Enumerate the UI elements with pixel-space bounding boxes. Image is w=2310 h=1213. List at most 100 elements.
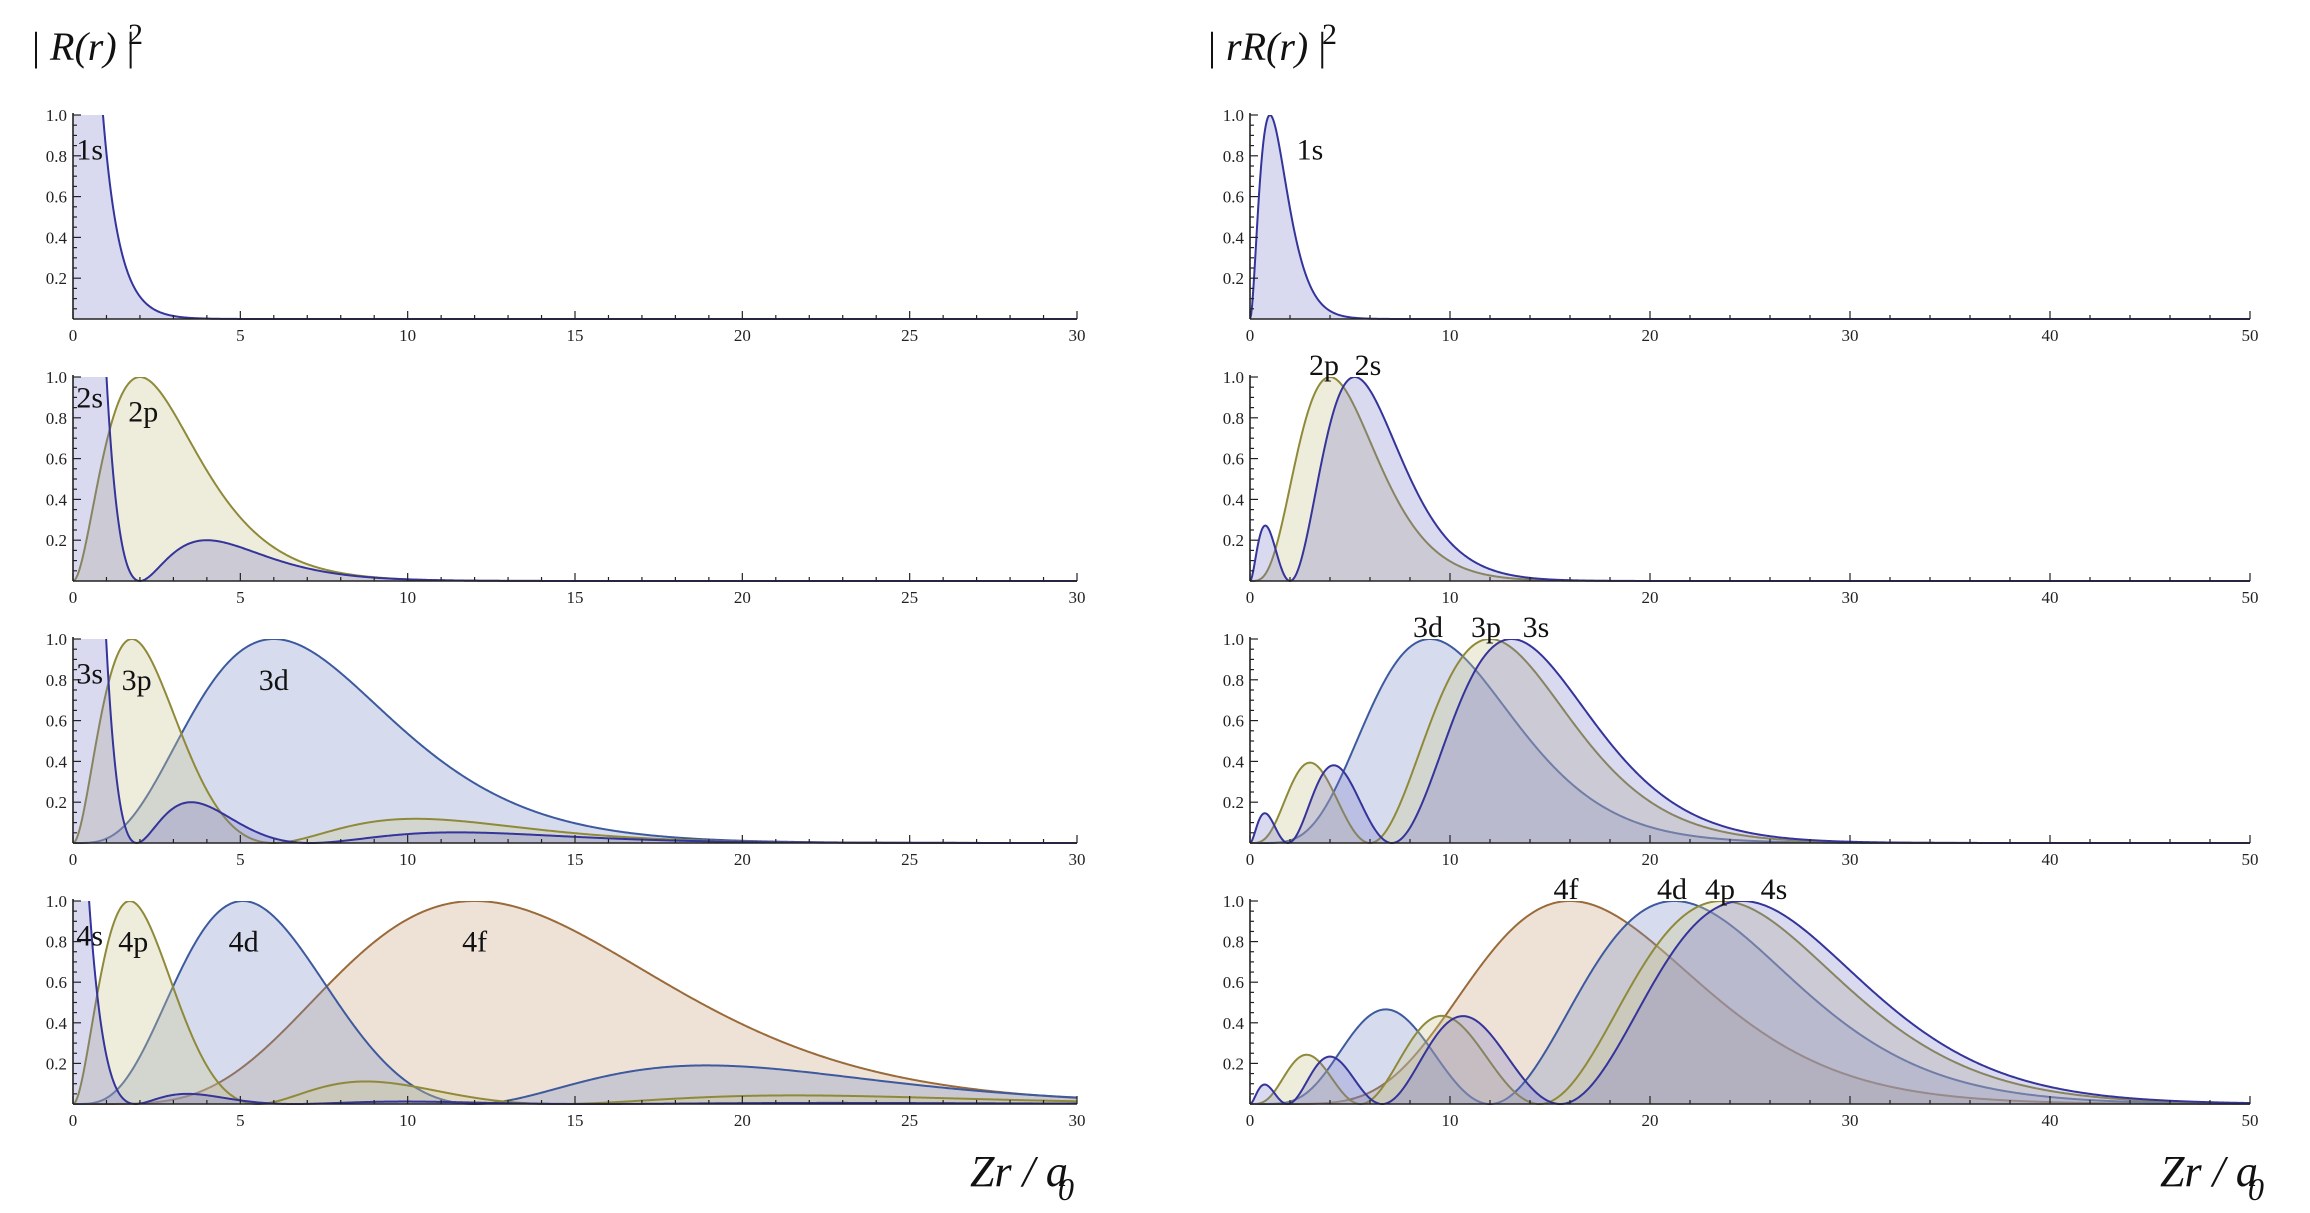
right-panel-row-3: 0 10 20 30 40 50 0.2 0.4 0.6 0.8 1.0 3s 3p 3d	[1223, 611, 2259, 869]
curve-right-4s	[1250, 901, 2250, 1105]
y-tick-label: 1.0	[1223, 630, 1244, 649]
orbital-label-left-4f: 4f	[462, 926, 487, 959]
x-tick-label: 10	[399, 588, 416, 607]
y-tick-label: 0.8	[1223, 409, 1244, 428]
y-tick-label: 0.2	[1223, 793, 1244, 812]
y-tick-label: 0.6	[1223, 712, 1244, 731]
area-left-3p	[73, 639, 1077, 843]
area-right-4f	[1250, 901, 2250, 1104]
x-tick-label: 10	[1442, 1111, 1459, 1130]
x-tick-label: 0	[69, 588, 78, 607]
y-tick-label: 0.4	[1223, 1014, 1245, 1033]
x-tick-label: 15	[567, 850, 584, 869]
x-tick-label: 20	[734, 588, 751, 607]
x-tick-label: 40	[2042, 326, 2059, 345]
right-panel-row-1: 0 10 20 30 40 50 0.2 0.4 0.6 0.8 1.0 1s	[1223, 106, 2259, 345]
area-right-4d	[1250, 901, 2250, 1104]
orbital-label-left-4s: 4s	[76, 920, 103, 953]
y-tick-label: 0.2	[1223, 531, 1244, 550]
y-tick-label: 1.0	[46, 892, 67, 911]
x-tick-label: 10	[1442, 588, 1459, 607]
y-tick-label: 0.8	[46, 671, 67, 690]
area-left-2s	[73, 377, 1077, 581]
x-tick-label: 15	[567, 588, 584, 607]
x-tick-label: 0	[69, 1111, 78, 1130]
y-tick-label: 0.2	[1223, 269, 1244, 288]
y-tick-label: 0.4	[1223, 752, 1245, 771]
y-tick-label: 0.2	[46, 531, 67, 550]
x-tick-label: 10	[399, 326, 416, 345]
orbital-label-left-3d: 3d	[259, 664, 289, 697]
x-tick-label: 30	[1069, 850, 1086, 869]
y-tick-label: 1.0	[46, 106, 67, 125]
y-tick-label: 0.4	[1223, 490, 1245, 509]
x-tick-label: 50	[2242, 850, 2259, 869]
x-tick-label: 50	[2242, 326, 2259, 345]
x-tick-label: 0	[69, 326, 78, 345]
right-title: | rR(r) |	[1208, 24, 1326, 69]
x-tick-label: 40	[2042, 850, 2059, 869]
area-left-1s	[73, 115, 1077, 319]
x-tick-label: 30	[1842, 588, 1859, 607]
y-tick-label: 0.6	[46, 450, 67, 469]
orbital-label-right-3d: 3d	[1413, 611, 1443, 644]
right-panel-row-4: 0 10 20 30 40 50 0.2 0.4 0.6 0.8 1.0 4s 4p 4d 4f	[1223, 873, 2259, 1130]
orbital-label-left-3s: 3s	[76, 658, 103, 691]
right-title-power: 2	[1322, 18, 1337, 51]
y-tick-label: 1.0	[1223, 106, 1244, 125]
x-tick-label: 30	[1069, 588, 1086, 607]
x-tick-label: 0	[1246, 588, 1255, 607]
x-tick-label: 10	[399, 1111, 416, 1130]
y-tick-label: 0.2	[46, 793, 67, 812]
x-tick-label: 30	[1842, 850, 1859, 869]
left-x-axis-label-sub: 0	[1058, 1171, 1074, 1207]
x-tick-label: 15	[567, 326, 584, 345]
plot-area	[1250, 639, 2250, 844]
x-tick-label: 20	[1642, 326, 1659, 345]
curve-right-4p	[1250, 901, 2250, 1105]
area-left-3s	[73, 639, 1077, 843]
plot-panels: 0 5 10 15 20 25 30 0.2 0.4 0.6 0.8 1.0 1s 0 5 10 15 20 25 3…	[46, 106, 2259, 1130]
x-tick-label: 50	[2242, 588, 2259, 607]
orbital-label-right-2p: 2p	[1309, 349, 1339, 382]
y-tick-label: 0.4	[46, 752, 68, 771]
left-panel-row-1: 0 5 10 15 20 25 30 0.2 0.4 0.6 0.8 1.0 1s	[46, 106, 1086, 345]
orbital-label-left-2s: 2s	[76, 381, 103, 414]
x-tick-label: 0	[1246, 1111, 1255, 1130]
orbital-label-left-1s: 1s	[76, 134, 103, 167]
curve-left-2s	[105, 377, 1077, 582]
x-tick-label: 30	[1069, 326, 1086, 345]
y-tick-label: 0.4	[46, 490, 68, 509]
y-tick-label: 0.8	[1223, 671, 1244, 690]
area-left-2p	[73, 377, 1077, 581]
x-tick-label: 10	[1442, 850, 1459, 869]
y-tick-label: 1.0	[1223, 368, 1244, 387]
plot-area	[1250, 115, 2250, 320]
orbital-label-right-4s: 4s	[1761, 873, 1788, 906]
y-tick-label: 0.2	[1223, 1054, 1244, 1073]
area-right-3d	[1250, 639, 2250, 843]
area-right-2p	[1250, 377, 2250, 581]
x-tick-label: 30	[1842, 1111, 1859, 1130]
x-tick-label: 5	[236, 326, 245, 345]
x-tick-label: 50	[2242, 1111, 2259, 1130]
left-title-power: 2	[128, 18, 143, 51]
x-tick-label: 40	[2042, 588, 2059, 607]
orbital-label-right-1s: 1s	[1297, 134, 1324, 167]
y-tick-label: 0.4	[46, 1014, 68, 1033]
y-tick-label: 0.8	[1223, 933, 1244, 952]
x-tick-label: 25	[901, 588, 918, 607]
x-tick-label: 20	[734, 850, 751, 869]
left-panel-row-3: 0 5 10 15 20 25 30 0.2 0.4 0.6 0.8 1.0 3s 3p 3d	[46, 630, 1086, 869]
right-x-axis-label: Zr / a	[2160, 1147, 2258, 1196]
y-tick-label: 0.2	[46, 269, 67, 288]
x-tick-label: 20	[734, 1111, 751, 1130]
curve-right-4d	[1250, 901, 2250, 1105]
x-tick-label: 0	[69, 850, 78, 869]
plot-area	[1250, 377, 2250, 582]
x-tick-label: 25	[901, 326, 918, 345]
y-tick-label: 0.6	[1223, 188, 1244, 207]
x-tick-label: 10	[1442, 326, 1459, 345]
area-left-3d	[73, 639, 1077, 843]
